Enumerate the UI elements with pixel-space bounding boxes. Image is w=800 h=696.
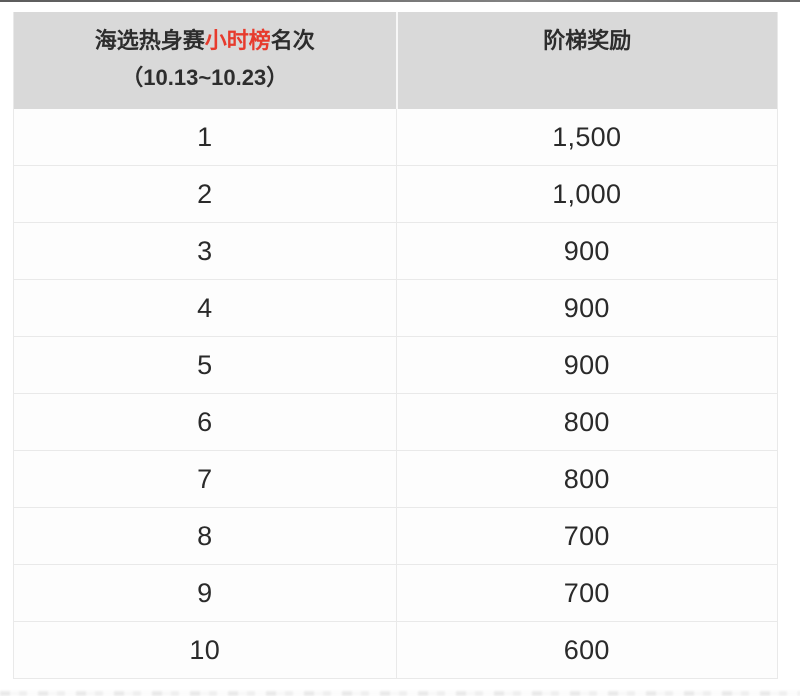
reward-table: 海选热身赛小时榜名次 （10.13~10.23） 阶梯奖励 1 1,500 2 … [13, 12, 778, 679]
bottom-cropped-content-edge [0, 691, 800, 696]
table-row: 3 900 [14, 223, 777, 280]
reward-cell: 900 [395, 337, 778, 393]
rank-cell: 9 [197, 577, 213, 608]
table-row: 8 700 [14, 508, 777, 565]
header-date-range: （10.13~10.23） [121, 65, 289, 90]
rank-cell: 3 [197, 235, 213, 266]
reward-cell: 800 [395, 451, 778, 507]
table-row: 4 900 [14, 280, 777, 337]
rank-cell: 10 [189, 634, 221, 665]
header-rank-prefix: 海选热身赛 [94, 28, 205, 53]
table-row: 1 1,500 [14, 109, 777, 166]
header-rank-suffix: 名次 [270, 28, 315, 53]
reward-cell: 900 [395, 280, 778, 336]
header-rank-cell: 海选热身赛小时榜名次 （10.13~10.23） [14, 12, 396, 109]
table-row: 6 800 [14, 394, 777, 451]
reward-cell: 1,000 [395, 166, 778, 222]
rank-cell: 1 [197, 121, 213, 152]
reward-cell: 900 [395, 223, 778, 279]
header-rank-highlight: 小时榜 [204, 28, 271, 53]
table-row: 7 800 [14, 451, 777, 508]
header-rank-title: 海选热身赛小时榜名次 [14, 22, 396, 59]
reward-cell: 700 [395, 565, 778, 621]
header-reward-title: 阶梯奖励 [543, 28, 632, 53]
reward-table-body: 1 1,500 2 1,000 3 900 4 900 5 900 6 800 … [14, 109, 777, 679]
reward-cell: 1,500 [395, 109, 778, 165]
table-row: 2 1,000 [14, 166, 777, 223]
top-cropped-content-edge [0, 0, 800, 2]
table-row: 9 700 [14, 565, 777, 622]
table-row: 10 600 [14, 622, 777, 679]
rank-cell: 2 [197, 178, 213, 209]
rank-cell: 8 [197, 520, 213, 551]
table-row: 5 900 [14, 337, 777, 394]
header-reward-cell: 阶梯奖励 [395, 12, 778, 109]
rank-cell: 4 [197, 292, 213, 323]
table-header: 海选热身赛小时榜名次 （10.13~10.23） 阶梯奖励 [14, 12, 777, 109]
reward-cell: 800 [395, 394, 778, 450]
reward-cell: 600 [395, 622, 778, 678]
reward-cell: 700 [395, 508, 778, 564]
rank-cell: 6 [197, 406, 213, 437]
rank-cell: 5 [197, 349, 213, 380]
rank-cell: 7 [197, 463, 213, 494]
